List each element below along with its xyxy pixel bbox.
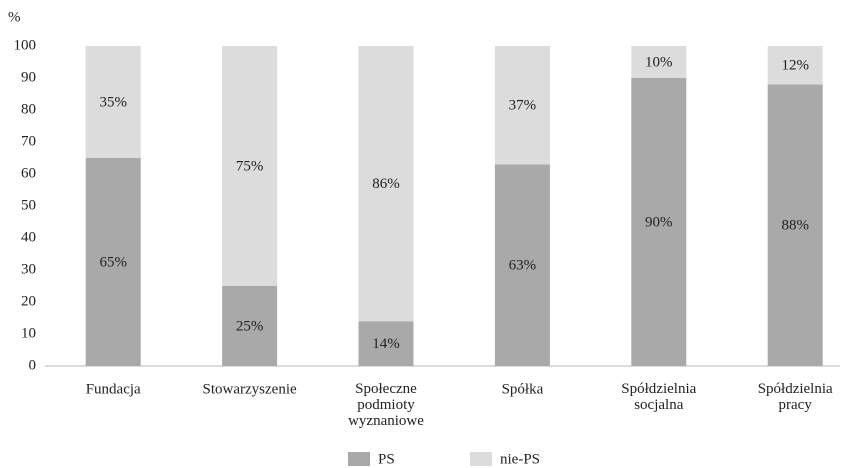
x-tick-label: Spółdzielnia socjalna xyxy=(621,381,696,413)
x-tick-label: Społeczne podmioty wyznaniowe xyxy=(348,381,424,429)
x-tick-label: Spółdzielnia pracy xyxy=(758,381,833,413)
bar-segment xyxy=(358,46,414,322)
y-tick-label: 20 xyxy=(21,293,36,309)
data-label: 37% xyxy=(509,98,537,114)
data-label: 75% xyxy=(236,158,264,174)
y-tick-label: 100 xyxy=(14,37,37,53)
legend-label: PS xyxy=(378,451,395,467)
data-label: 10% xyxy=(645,54,673,70)
legend-swatch xyxy=(470,452,492,466)
data-label: 14% xyxy=(372,336,400,352)
x-tick-label: Fundacja xyxy=(86,381,141,397)
bar-segment xyxy=(767,46,823,85)
data-label: 65% xyxy=(99,254,127,270)
x-tick-label: Spółka xyxy=(502,381,544,397)
bar-segment xyxy=(631,46,687,78)
bar-segment xyxy=(358,321,414,366)
y-tick-label: 90 xyxy=(21,69,36,85)
y-tick-label: 50 xyxy=(21,197,36,213)
y-tick-label: 0 xyxy=(29,357,37,373)
y-tick-label: 80 xyxy=(21,101,36,117)
data-label: 90% xyxy=(645,214,673,230)
bar-segment xyxy=(222,46,278,286)
bar-segment xyxy=(85,158,141,366)
data-label: 88% xyxy=(781,218,809,234)
y-tick-label: 60 xyxy=(21,165,36,181)
legend-swatch xyxy=(348,452,370,466)
bar-segment xyxy=(222,286,278,366)
bar-segment xyxy=(85,46,141,158)
legend-label: nie-PS xyxy=(500,451,540,467)
data-label: 12% xyxy=(781,58,809,74)
x-tick-label: Stowarzyszenie xyxy=(203,381,297,397)
y-tick-label: 40 xyxy=(21,229,36,245)
bar-segment xyxy=(631,78,687,366)
data-label: 35% xyxy=(99,94,127,110)
y-tick-label: 10 xyxy=(21,325,36,341)
bar-segment xyxy=(767,84,823,367)
y-tick-label: 30 xyxy=(21,261,36,277)
data-label: 63% xyxy=(509,258,537,274)
data-label: 25% xyxy=(236,318,264,334)
y-axis-label: % xyxy=(8,9,21,25)
bar-segment xyxy=(494,46,550,165)
data-label: 86% xyxy=(372,176,400,192)
bar-segment xyxy=(494,164,550,366)
y-tick-label: 70 xyxy=(21,133,36,149)
